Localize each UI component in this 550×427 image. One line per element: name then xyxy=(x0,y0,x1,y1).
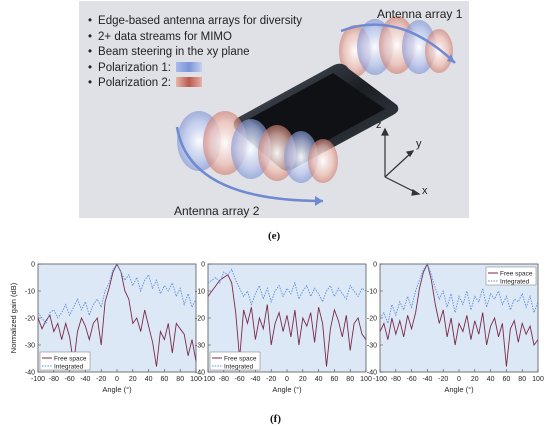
x-tick-label: 80 xyxy=(346,376,354,383)
legend-box xyxy=(485,266,537,286)
feature-item: 2+ data streams for MIMO xyxy=(88,30,302,46)
x-tick-label: -100 xyxy=(201,376,215,383)
series-line-free-space xyxy=(379,262,539,367)
y-tick-label: 0 xyxy=(31,262,35,269)
y-tick-label: -40 xyxy=(25,370,35,377)
x-tick-label: 20 xyxy=(471,376,479,383)
x-tick-label: 20 xyxy=(129,376,137,383)
series-line-integrated xyxy=(37,263,197,325)
x-axis-label: x xyxy=(422,185,428,197)
z-axis-label: z xyxy=(376,119,382,131)
x-tick-label: 0 xyxy=(457,376,461,383)
y-tick-label: -40 xyxy=(367,370,377,377)
x-tick-label: 40 xyxy=(487,376,495,383)
legend-box xyxy=(39,351,91,371)
x-tick-label: 80 xyxy=(518,376,526,383)
y-tick-label: 0 xyxy=(201,262,205,269)
y-axis-label: Normalized gain (dB) xyxy=(9,282,18,353)
y-tick-label: -30 xyxy=(367,343,377,350)
x-tick-label: -20 xyxy=(96,376,106,383)
x-tick-label: 100 xyxy=(190,376,202,383)
x-tick-label: 80 xyxy=(176,376,184,383)
x-tick-label: -20 xyxy=(438,376,448,383)
x-tick-label: -60 xyxy=(235,376,245,383)
polarization-1-swatch xyxy=(175,61,202,72)
x-tick-label: 0 xyxy=(115,376,119,383)
x-tick-label: -40 xyxy=(250,376,260,383)
coordinate-axes xyxy=(381,127,421,196)
legend-label: Integrated xyxy=(224,364,254,371)
y-tick-label: -20 xyxy=(195,316,205,323)
y-tick-label: -30 xyxy=(25,343,35,350)
caption-f: (f) xyxy=(270,413,281,425)
series-line-integrated xyxy=(379,263,539,326)
x-tick-label: 60 xyxy=(331,376,339,383)
legend-label: Free space xyxy=(500,271,533,278)
x-axis-label: Angle (°) xyxy=(102,385,132,394)
legend-label: Free space xyxy=(224,356,257,363)
y-tick-label: -40 xyxy=(195,370,205,377)
gain-plots: 0 -10 -20 -30 -40 -100 -80 -60 -40 -20 0 20 40 60 80 10… xyxy=(0,252,550,407)
y-tick-label: 0 xyxy=(373,262,377,269)
series-line-integrated xyxy=(207,268,367,306)
legend-label: Free space xyxy=(54,356,87,363)
y-tick-label: -30 xyxy=(195,343,205,350)
x-tick-label: 0 xyxy=(285,376,289,383)
x-tick-label: -60 xyxy=(65,376,75,383)
x-tick-label: -60 xyxy=(407,376,417,383)
x-tick-label: 40 xyxy=(315,376,323,383)
x-tick-label: 100 xyxy=(532,376,544,383)
y-axis-label: y xyxy=(416,138,422,150)
feature-item: Polarization 2: xyxy=(88,76,302,92)
feature-list: Edge-based antenna arrays for diversity … xyxy=(88,14,302,92)
y-tick-label: -20 xyxy=(367,316,377,323)
feature-item: Beam steering in the xy plane xyxy=(88,45,302,61)
antenna-array-2-label: Antenna array 2 xyxy=(174,204,260,218)
x-tick-label: 100 xyxy=(360,376,372,383)
feature-item: Edge-based antenna arrays for diversity xyxy=(88,14,302,30)
illustration-graphics xyxy=(175,16,456,206)
legend-box xyxy=(209,351,261,371)
x-tick-label: 40 xyxy=(145,376,153,383)
feature-item: Polarization 1: xyxy=(88,61,302,77)
x-tick-label: -20 xyxy=(266,376,276,383)
x-tick-label: 20 xyxy=(299,376,307,383)
legend-label: Integrated xyxy=(54,364,84,371)
x-tick-label: -80 xyxy=(391,376,401,383)
antenna-array-1-label: Antenna array 1 xyxy=(377,7,463,21)
x-tick-label: 60 xyxy=(161,376,169,383)
antenna-array-2-lobes xyxy=(175,111,338,206)
antenna-illustration: Edge-based antenna arrays for diversity … xyxy=(79,1,469,218)
caption-e: (e) xyxy=(268,230,281,242)
x-tick-label: -40 xyxy=(422,376,432,383)
series-line-free-space xyxy=(207,274,367,367)
polarization-2-swatch xyxy=(175,77,202,87)
x-tick-label: 60 xyxy=(503,376,511,383)
gain-plots-svg: 0-10-20-30-40-100 -80 -60 -40 -20 0 20 40 60 80 10… xyxy=(9,262,544,395)
x-tick-label: -100 xyxy=(373,376,387,383)
y-tick-label: -10 xyxy=(367,289,377,296)
x-tick-label: -80 xyxy=(49,376,59,383)
x-axis-label: Angle (°) xyxy=(272,385,302,394)
legend-label: Integrated xyxy=(500,279,530,286)
y-tick-label: -20 xyxy=(25,316,35,323)
x-tick-label: -80 xyxy=(219,376,229,383)
x-tick-label: -40 xyxy=(80,376,90,383)
x-axis-label: Angle (°) xyxy=(444,385,474,394)
x-tick-label: -100 xyxy=(31,376,45,383)
y-tick-label: -10 xyxy=(195,289,205,296)
y-tick-label: -10 xyxy=(25,289,35,296)
antenna-array-1-lobes xyxy=(339,16,456,77)
